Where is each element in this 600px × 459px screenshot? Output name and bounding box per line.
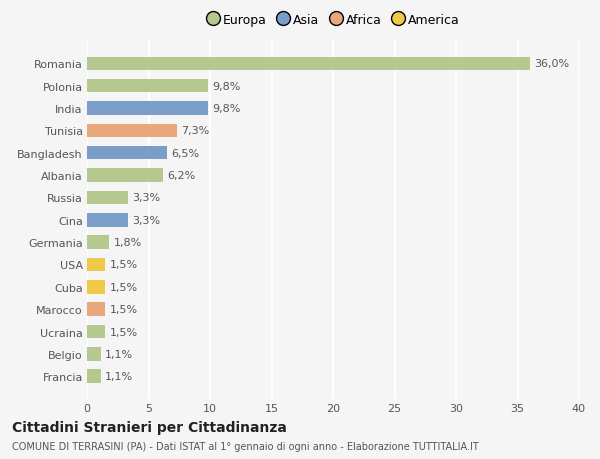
- Legend: Europa, Asia, Africa, America: Europa, Asia, Africa, America: [204, 12, 462, 30]
- Text: 1,5%: 1,5%: [110, 327, 138, 337]
- Bar: [87, 258, 106, 272]
- Text: 1,5%: 1,5%: [110, 304, 138, 314]
- Text: Cittadini Stranieri per Cittadinanza: Cittadini Stranieri per Cittadinanza: [12, 420, 287, 434]
- Bar: [87, 236, 109, 249]
- Text: 36,0%: 36,0%: [534, 59, 569, 69]
- Text: 9,8%: 9,8%: [212, 104, 240, 114]
- Bar: [87, 102, 208, 116]
- Bar: [87, 280, 106, 294]
- Text: 7,3%: 7,3%: [181, 126, 209, 136]
- Bar: [87, 369, 101, 383]
- Text: 3,3%: 3,3%: [132, 193, 160, 203]
- Bar: [87, 147, 167, 160]
- Text: 9,8%: 9,8%: [212, 82, 240, 91]
- Text: 1,1%: 1,1%: [105, 349, 133, 359]
- Bar: [87, 213, 128, 227]
- Text: 1,8%: 1,8%: [113, 238, 142, 247]
- Text: 3,3%: 3,3%: [132, 215, 160, 225]
- Bar: [87, 80, 208, 93]
- Text: 1,5%: 1,5%: [110, 282, 138, 292]
- Bar: [87, 124, 177, 138]
- Bar: [87, 303, 106, 316]
- Text: COMUNE DI TERRASINI (PA) - Dati ISTAT al 1° gennaio di ogni anno - Elaborazione : COMUNE DI TERRASINI (PA) - Dati ISTAT al…: [12, 441, 479, 451]
- Bar: [87, 169, 163, 182]
- Bar: [87, 191, 128, 205]
- Bar: [87, 325, 106, 338]
- Text: 1,5%: 1,5%: [110, 260, 138, 270]
- Text: 6,2%: 6,2%: [167, 171, 196, 181]
- Bar: [87, 57, 530, 71]
- Bar: [87, 347, 101, 361]
- Text: 1,1%: 1,1%: [105, 371, 133, 381]
- Text: 6,5%: 6,5%: [171, 148, 199, 158]
